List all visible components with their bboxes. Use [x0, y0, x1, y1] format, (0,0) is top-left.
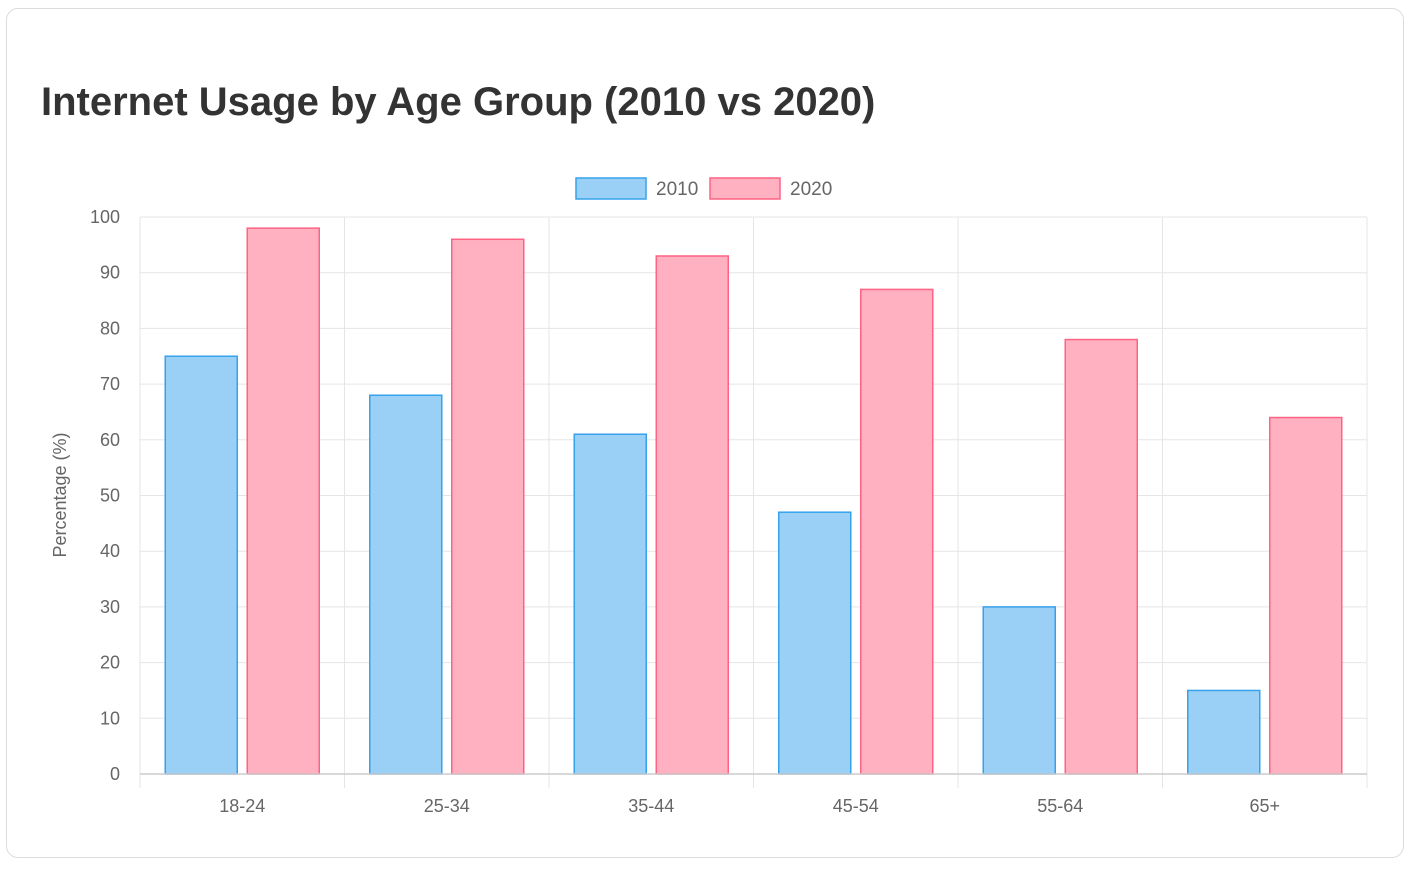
bar-2020-45-54 — [860, 288, 934, 775]
legend: 2010 2020 — [575, 177, 832, 200]
y-axis-label: Percentage (%) — [50, 432, 70, 557]
bars — [164, 227, 1343, 775]
y-tick-label: 60 — [100, 430, 120, 450]
bar-2020-65+ — [1269, 416, 1343, 775]
bar-2010-18-24 — [164, 355, 238, 775]
bar-2020-18-24 — [246, 227, 320, 775]
y-tick-label: 80 — [100, 318, 120, 338]
bar-2010-55-64 — [982, 606, 1056, 775]
bar-2010-25-34 — [369, 394, 443, 775]
bar-2020-35-44 — [655, 255, 729, 775]
x-tick-label: 35-44 — [628, 796, 674, 816]
x-tick-label: 45-54 — [833, 796, 879, 816]
chart-title: Internet Usage by Age Group (2010 vs 202… — [41, 80, 876, 124]
bar-2020-25-34 — [451, 238, 525, 775]
bar-2010-35-44 — [573, 433, 647, 775]
y-tick-label: 50 — [100, 486, 120, 506]
bar-2010-45-54 — [778, 511, 852, 775]
y-tick-label: 20 — [100, 653, 120, 673]
y-tick-label: 10 — [100, 708, 120, 728]
y-tick-label: 30 — [100, 597, 120, 617]
legend-label-2020: 2020 — [790, 179, 832, 200]
x-tick-label: 65+ — [1249, 796, 1280, 816]
axes: 0 10 20 30 40 50 60 70 80 90 100 18-24 25-34 35-44 45-… — [90, 207, 1367, 816]
y-tick-label: 100 — [90, 207, 120, 227]
y-tick-label: 40 — [100, 541, 120, 561]
y-tick-label: 90 — [100, 263, 120, 283]
x-tick-label: 18-24 — [219, 796, 265, 816]
legend-label-2010: 2010 — [656, 179, 698, 200]
y-tick-label: 70 — [100, 374, 120, 394]
y-tick-label: 0 — [110, 764, 120, 784]
x-tick-label: 55-64 — [1037, 796, 1083, 816]
x-tick-label: 25-34 — [424, 796, 470, 816]
bar-2020-55-64 — [1064, 338, 1138, 775]
grid-lines — [139, 216, 1368, 788]
legend-swatch-2010 — [575, 177, 647, 200]
legend-swatch-2020 — [709, 177, 781, 200]
bar-2010-65+ — [1187, 689, 1261, 775]
